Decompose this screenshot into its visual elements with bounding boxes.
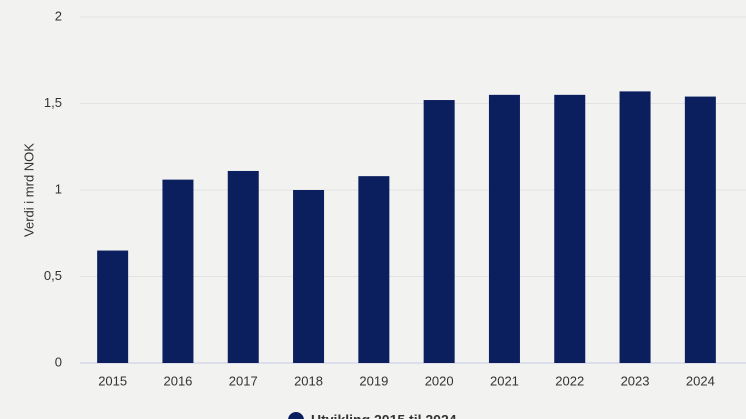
x-tick-label: 2021: [490, 373, 519, 388]
y-tick-label: 1: [55, 181, 62, 196]
legend-label: Utvikling 2015 til 2024: [311, 412, 457, 419]
x-tick-label: 2015: [98, 373, 127, 388]
x-tick-label: 2020: [425, 373, 454, 388]
bar: [619, 91, 651, 363]
x-tick-label: 2018: [294, 373, 323, 388]
bar: [227, 170, 259, 363]
bar: [488, 94, 520, 363]
y-tick-label: 1,5: [44, 95, 62, 110]
bar: [554, 94, 586, 363]
bar: [162, 179, 194, 363]
x-tick-label: 2016: [163, 373, 192, 388]
x-tick-label: 2017: [229, 373, 258, 388]
y-axis-label: Verdi i mrd NOK: [21, 143, 36, 237]
legend-marker: [288, 412, 304, 419]
bar: [293, 190, 325, 363]
x-tick-label: 2023: [621, 373, 650, 388]
y-tick-label: 0,5: [44, 268, 62, 283]
bar: [684, 96, 716, 363]
y-tick-label: 0: [55, 354, 62, 369]
bar: [97, 250, 129, 363]
bar: [423, 100, 455, 363]
x-tick-label: 2022: [555, 373, 584, 388]
x-tick-label: 2024: [686, 373, 715, 388]
x-tick-label: 2019: [359, 373, 388, 388]
bar: [358, 176, 390, 363]
y-tick-label: 2: [55, 8, 62, 23]
